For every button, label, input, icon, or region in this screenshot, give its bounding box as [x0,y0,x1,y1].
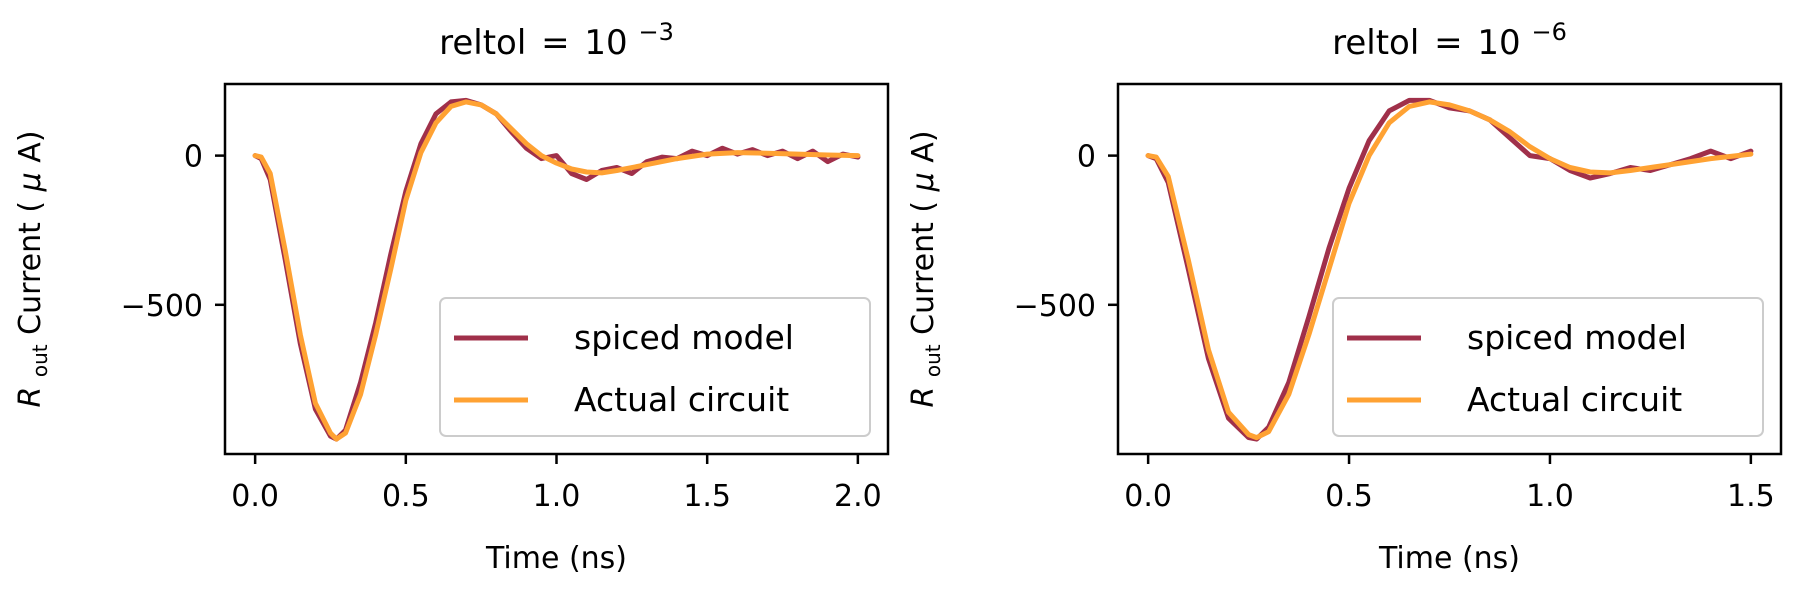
axes-frame [1116,82,1783,456]
legend-label: Actual circuit [574,380,789,419]
title-base: 10 [1477,23,1520,63]
legend: spiced model Actual circuit [1332,297,1764,437]
x-tick-label: 1.5 [1727,479,1775,514]
title-exp: −3 [639,18,674,46]
ylabel-unit: A) [13,130,48,162]
x-axis-label: Time (ns) [1378,541,1520,576]
title-eq: = [1434,23,1463,63]
y-tick-label: −500 [1014,289,1096,324]
ylabel-sub: out [921,344,945,377]
legend-label: Actual circuit [1467,380,1682,419]
legend-box [1332,297,1764,437]
x-tick-label: 1.5 [683,479,731,514]
y-axis-label: R out Current ( μ A) [906,130,948,407]
legend-box [439,297,871,437]
title-prefix: reltol [1332,23,1419,63]
legend-label: spiced model [574,318,794,357]
x-tick-label: 1.0 [1526,479,1574,514]
x-tick-label: 0.0 [1124,479,1172,514]
y-tick-label: 0 [1077,140,1096,175]
ylabel-sub: out [28,344,52,377]
y-axis-label: R out Current ( μ A) [13,130,55,407]
x-tick-label: 0.5 [382,479,430,514]
chart-panel-left: reltol = 10 −3 Time (ns) R out Current (… [13,18,890,576]
legend-label: spiced model [1467,318,1687,357]
series-line-actual-circuit [252,99,861,442]
x-tick-label: 2.0 [834,479,882,514]
title-eq: = [541,23,570,63]
ylabel-mu: μ [906,172,941,192]
ylabel-unit: A) [906,130,941,162]
ylabel-mu: μ [13,172,48,192]
x-tick-label: 0.5 [1325,479,1373,514]
ylabel-rest: Current ( [906,201,941,335]
y-tick-label: −500 [121,289,203,324]
legend: spiced model Actual circuit [439,297,871,437]
chart-title: reltol = 10 −6 [1332,18,1567,63]
x-tick-label: 1.0 [533,479,581,514]
ylabel-main: R [906,387,941,408]
y-tick-label: 0 [184,140,203,175]
chart-panel-right: reltol = 10 −6 Time (ns) R out Current (… [906,18,1783,576]
x-axis-label: Time (ns) [485,541,627,576]
title-base: 10 [584,23,627,63]
title-exp: −6 [1532,18,1567,46]
series-line-actual-circuit [1145,99,1754,441]
ylabel-rest: Current ( [13,201,48,335]
title-prefix: reltol [439,23,526,63]
chart-title: reltol = 10 −3 [439,18,674,63]
ylabel-main: R [13,387,48,408]
x-tick-label: 0.0 [231,479,279,514]
